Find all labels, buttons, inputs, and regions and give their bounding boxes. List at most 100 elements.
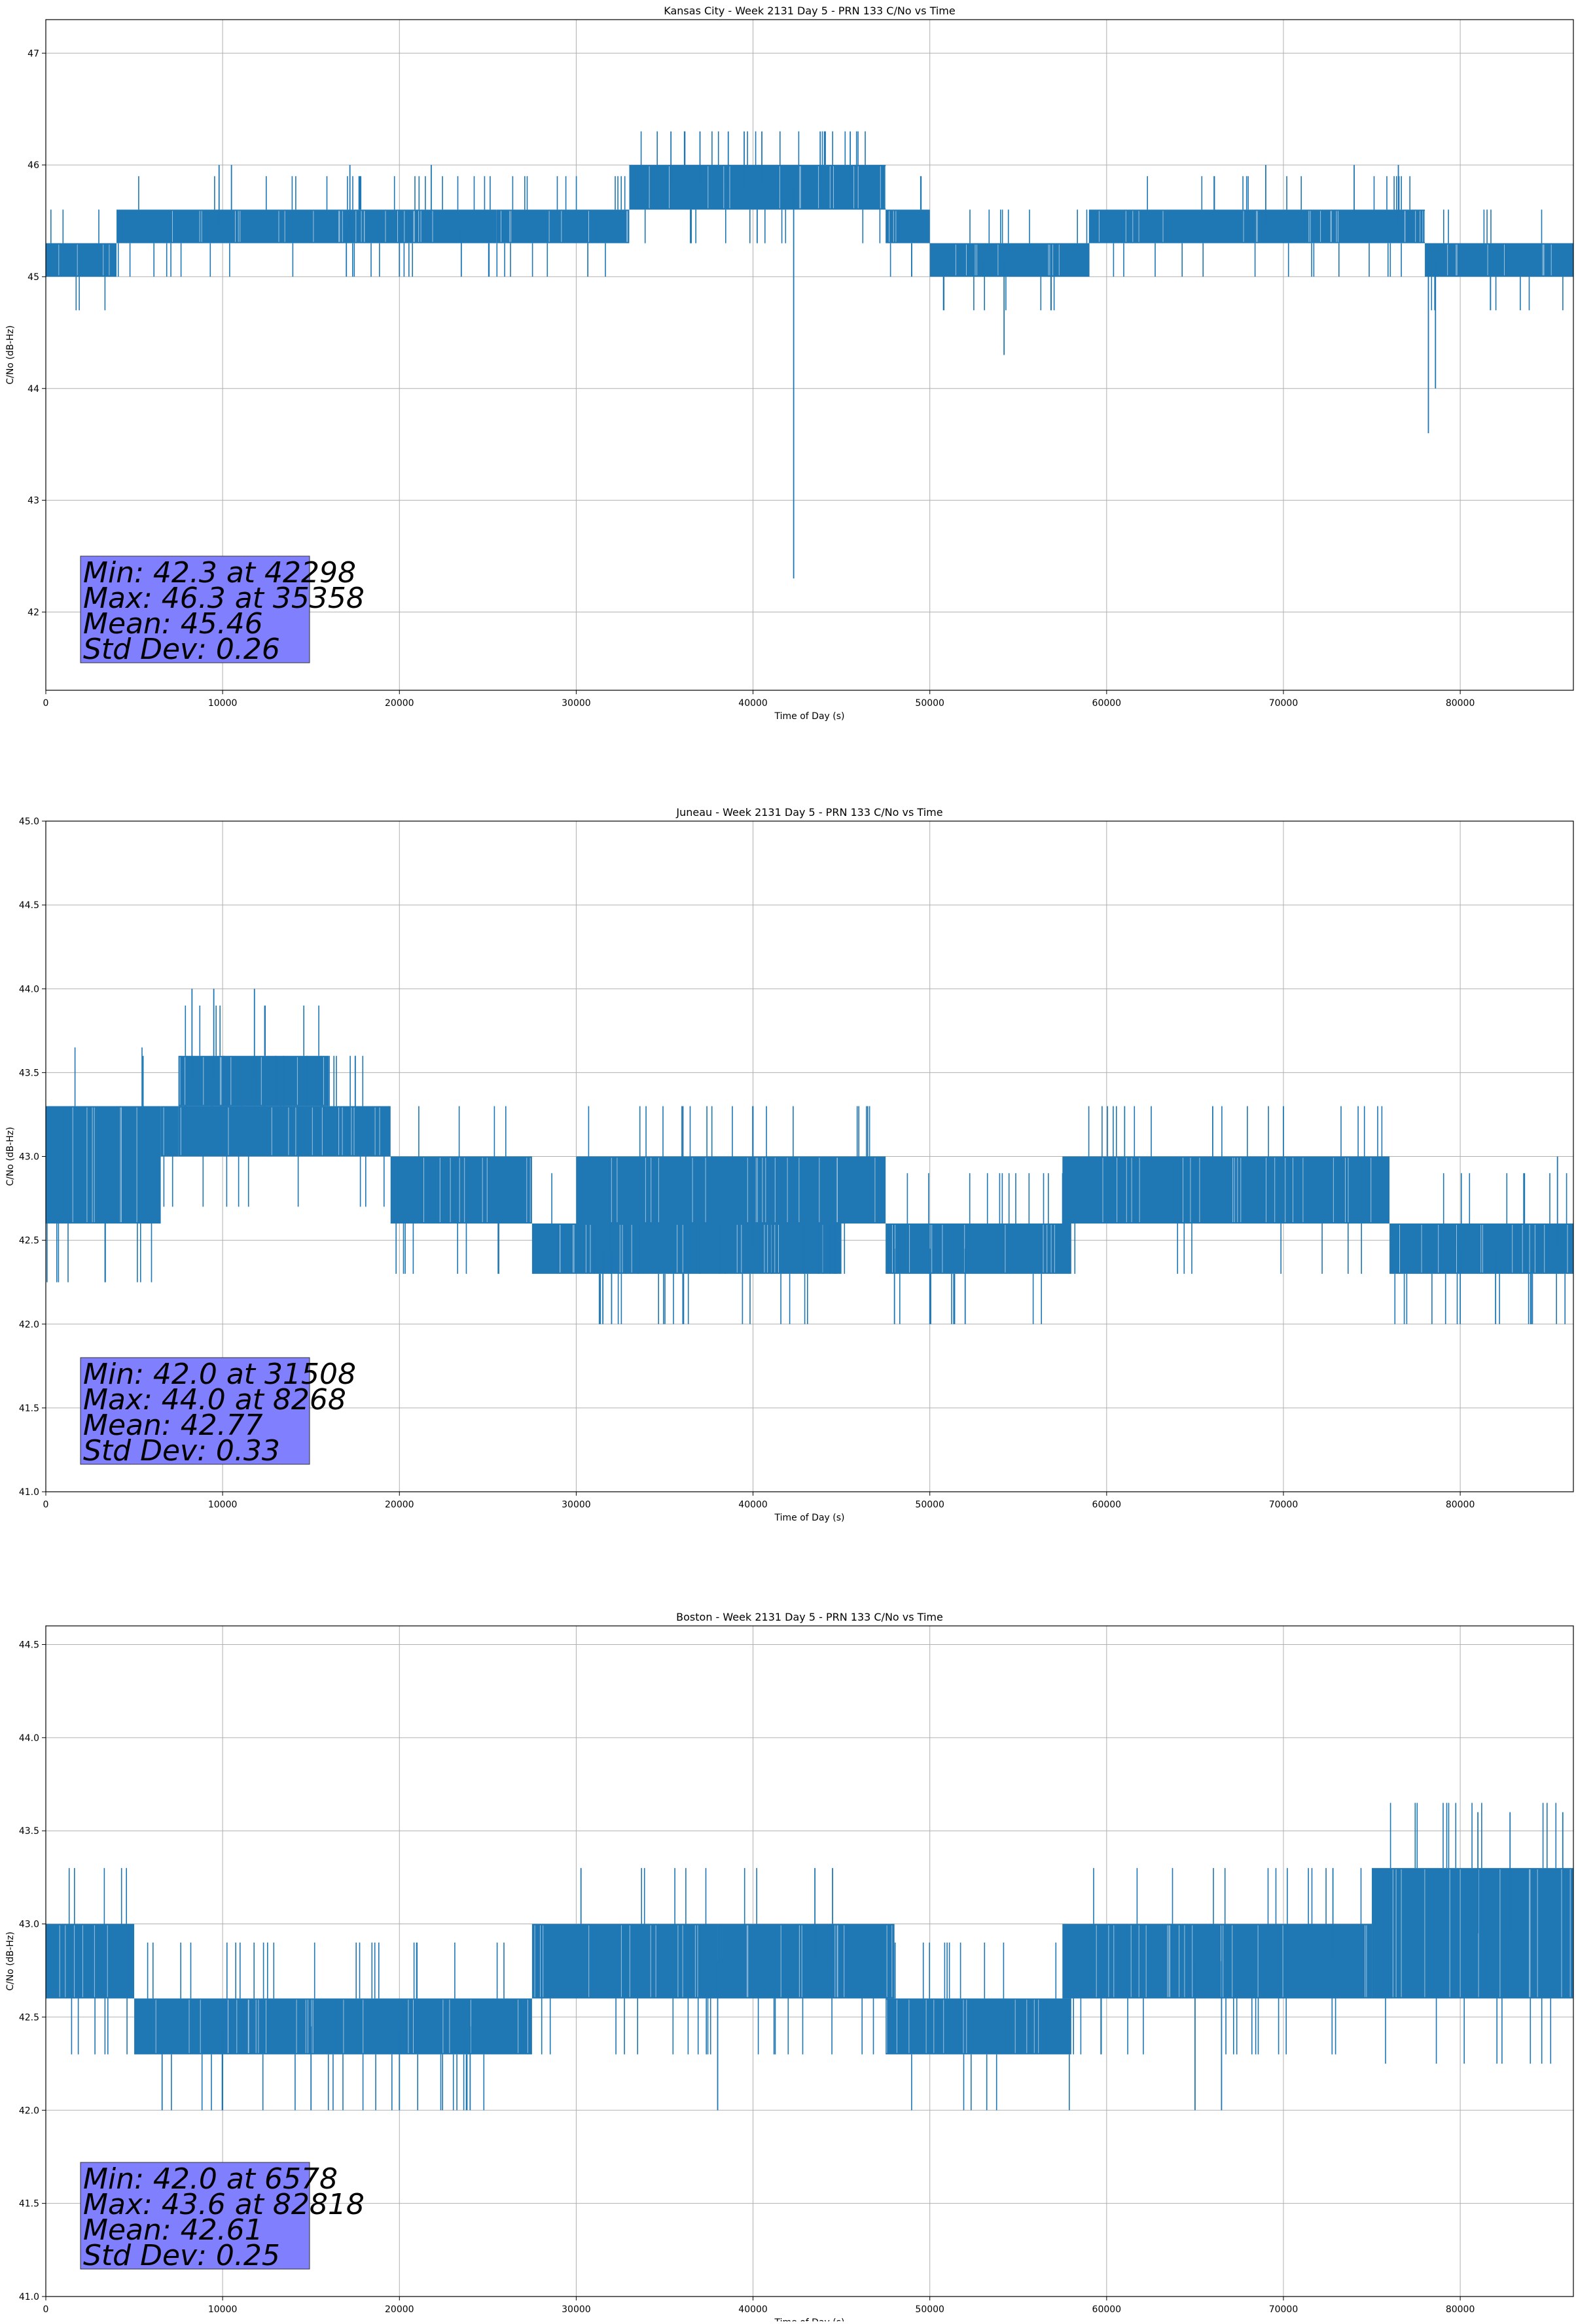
series-jitter xyxy=(147,1943,505,2111)
series-texture xyxy=(649,166,886,209)
series-texture xyxy=(179,1057,324,1105)
stats-min: Min: 42.0 at 31508 xyxy=(83,1358,356,1391)
series-jitter xyxy=(68,1868,128,2054)
y-tick-label: 44.0 xyxy=(19,984,39,995)
stats-box xyxy=(80,2162,310,2270)
x-tick-label: 10000 xyxy=(208,698,238,709)
y-tick-label: 43.0 xyxy=(19,1152,39,1163)
y-tick-label: 44 xyxy=(27,384,39,395)
series-jitter xyxy=(1385,1803,1557,2064)
series-texture xyxy=(611,1157,876,1222)
y-tick-label: 42.5 xyxy=(19,2013,39,2023)
stats-max: Max: 43.6 at 82818 xyxy=(83,2188,365,2221)
chart-title: Juneau - Week 2131 Day 5 - PRN 133 C/No … xyxy=(675,806,942,819)
x-tick-label: 20000 xyxy=(385,698,414,709)
x-tick-label: 60000 xyxy=(1092,1500,1122,1510)
x-axis-label: Time of Day (s) xyxy=(774,2317,845,2321)
y-tick-label: 47 xyxy=(27,48,39,59)
x-tick-label: 40000 xyxy=(738,1500,768,1510)
y-tick-label: 46 xyxy=(27,160,39,171)
series-band xyxy=(390,1156,532,1224)
series-texture xyxy=(889,211,897,242)
y-tick-label: 41.5 xyxy=(19,2199,39,2210)
series-band xyxy=(629,165,886,210)
series-texture xyxy=(1392,1869,1571,1998)
x-axis-label: Time of Day (s) xyxy=(774,1513,845,1523)
series-jitter xyxy=(541,1868,711,2054)
chart-juneau: 0 10000 20000 30000 40000 50000 60000 70000 8000… xyxy=(5,806,1574,1523)
x-tick-label: 50000 xyxy=(915,1500,944,1510)
series-jitter xyxy=(496,176,626,277)
series-texture xyxy=(1098,211,1425,242)
chart-boston: 0 10000 20000 30000 40000 50000 60000 70000 8000… xyxy=(5,1611,1574,2324)
y-axis-label: C/No (dB-Hz) xyxy=(5,1127,16,1186)
series-band xyxy=(46,1106,161,1224)
y-tick-label: 41.5 xyxy=(19,1403,39,1414)
stats-min: Min: 42.0 at 6578 xyxy=(83,2162,338,2196)
y-tick-label: 41.0 xyxy=(19,2292,39,2302)
series-band xyxy=(1062,1156,1390,1224)
series-texture xyxy=(534,1925,698,1998)
plot-frame xyxy=(45,1625,1574,2297)
x-tick-label: 50000 xyxy=(915,698,944,709)
x-tick-label: 70000 xyxy=(1269,2304,1298,2315)
x-tick-label: 0 xyxy=(43,1500,49,1510)
stats-std: Std Dev: 0.33 xyxy=(83,1434,280,1468)
stats-std: Std Dev: 0.25 xyxy=(83,2239,280,2272)
x-tick-label: 10000 xyxy=(208,1500,238,1510)
x-tick-label: 10000 xyxy=(208,2304,238,2315)
series-band xyxy=(46,1924,135,1999)
y-tick-label: 44.5 xyxy=(19,900,39,911)
y-tick-label: 42 xyxy=(27,607,39,618)
series-band xyxy=(531,1924,718,1999)
series-band xyxy=(717,1924,895,1999)
x-tick-label: 80000 xyxy=(1446,2304,1475,2315)
series-jitter xyxy=(117,176,491,277)
stats-mean: Mean: 42.77 xyxy=(83,1409,263,1442)
series-texture xyxy=(955,244,1060,275)
x-tick-label: 30000 xyxy=(562,1500,591,1510)
series-texture xyxy=(1102,1157,1372,1222)
series-texture xyxy=(886,1999,1039,2053)
x-tick-label: 40000 xyxy=(738,2304,768,2315)
series-cno xyxy=(46,989,1573,1324)
series-band xyxy=(1372,1868,1573,1999)
stats-max: Max: 46.3 at 35358 xyxy=(83,582,365,615)
series-jitter xyxy=(889,176,922,277)
y-tick-label: 43.0 xyxy=(19,1920,39,1930)
y-tick-label: 44.0 xyxy=(19,1733,39,1744)
x-tick-label: 70000 xyxy=(1269,1500,1298,1510)
y-tick-label: 42.5 xyxy=(19,1236,39,1246)
x-tick-label: 80000 xyxy=(1446,1500,1475,1510)
series-texture xyxy=(1447,244,1552,275)
series-jitter xyxy=(588,1106,870,1274)
series-band xyxy=(178,1106,391,1157)
x-tick-label: 60000 xyxy=(1092,698,1122,709)
x-tick-label: 70000 xyxy=(1269,698,1298,709)
series-band xyxy=(1088,209,1425,243)
y-axis-label: C/No (dB-Hz) xyxy=(5,325,16,384)
x-tick-label: 0 xyxy=(43,698,49,709)
x-tick-label: 50000 xyxy=(915,2304,944,2315)
plot-frame xyxy=(45,19,1574,691)
series-jitter xyxy=(1431,209,1564,311)
x-tick-label: 80000 xyxy=(1446,698,1475,709)
series-texture xyxy=(72,1107,137,1222)
stats-mean: Mean: 45.46 xyxy=(83,607,263,641)
series-band xyxy=(1425,243,1573,277)
series-jitter xyxy=(46,1047,152,1282)
series-texture xyxy=(59,1925,108,1998)
series-jitter xyxy=(50,209,106,311)
x-tick-label: 30000 xyxy=(562,2304,591,2315)
series-band xyxy=(886,1998,1071,2054)
y-tick-label: 44.5 xyxy=(19,1640,39,1650)
x-tick-label: 30000 xyxy=(562,698,591,709)
series-band xyxy=(886,209,930,243)
series-jitter xyxy=(395,1106,507,1274)
series-cno xyxy=(46,1803,1573,2111)
series-jitter xyxy=(185,1055,385,1207)
x-tick-label: 0 xyxy=(43,2304,49,2315)
series-band xyxy=(576,1156,886,1224)
series-texture xyxy=(746,1925,893,1998)
